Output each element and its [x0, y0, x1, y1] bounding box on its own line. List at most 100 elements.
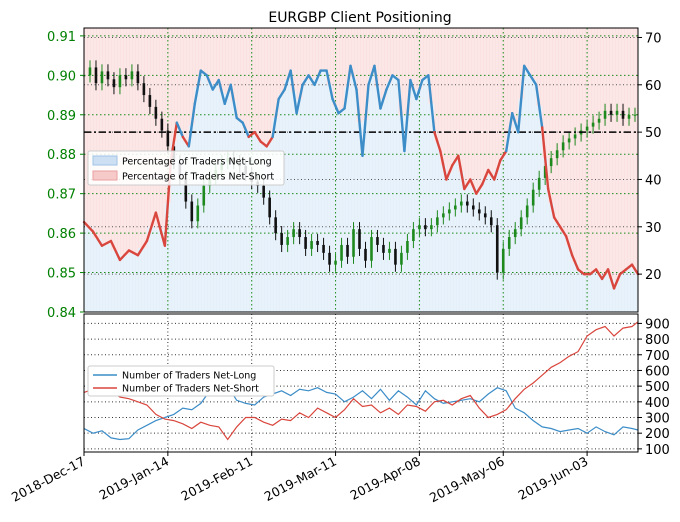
net-short-shade — [452, 28, 459, 161]
net-long-shade — [326, 84, 334, 312]
net-short-shade — [476, 28, 483, 189]
candle-body — [88, 67, 92, 76]
net-long-segment — [367, 64, 376, 87]
net-long-shade — [356, 122, 363, 313]
net-long-segment — [241, 121, 250, 139]
net-short-segment — [499, 149, 508, 162]
net-long-shade — [155, 229, 166, 312]
candle-body — [346, 244, 349, 257]
net-short-segment — [100, 239, 113, 247]
candle-body — [585, 126, 589, 131]
net-short-shade — [482, 28, 489, 178]
net-long-segment — [295, 83, 304, 115]
net-long-shade — [119, 255, 130, 312]
net-long-shade — [296, 99, 304, 312]
net-short-shade — [590, 28, 597, 272]
net-long-segment — [211, 78, 220, 91]
net-short-shade — [494, 28, 501, 170]
net-short-shade — [584, 28, 591, 275]
net-short-shade — [260, 28, 268, 144]
net-short-shade — [368, 28, 375, 76]
count-tick-label: 100 — [645, 443, 670, 458]
net-long-shade — [524, 70, 531, 312]
net-short-shade — [236, 28, 244, 121]
net-long-count-series — [83, 385, 639, 441]
net-long-segment — [235, 116, 244, 124]
candle-body — [310, 241, 313, 249]
candle-body — [454, 205, 457, 210]
date-tick-label: 2019-Jun-03 — [515, 453, 590, 502]
net-long-shade — [392, 77, 399, 312]
candle-body — [621, 110, 625, 119]
net-long-shade — [362, 120, 369, 312]
candle-body — [160, 118, 164, 131]
net-short-shade — [146, 28, 157, 227]
candle-body — [280, 233, 283, 245]
net-short-shade — [110, 28, 121, 251]
candle-body — [567, 138, 571, 143]
candle-body — [334, 260, 337, 265]
net-short-shade — [278, 28, 286, 95]
net-long-segment — [301, 74, 310, 87]
net-short-segment — [82, 220, 95, 233]
bottom-legend-box — [87, 365, 275, 397]
bottom-legend: Number of Traders Net-Long Number of Trad… — [87, 365, 275, 397]
net-short-shade — [332, 28, 340, 107]
net-short-shade — [518, 28, 525, 99]
candle-body — [262, 185, 265, 198]
net-long-shade — [602, 274, 609, 312]
net-long-segment — [517, 64, 526, 134]
percent-tick-label: 50 — [645, 126, 662, 141]
top-plot-frame — [83, 27, 639, 313]
net-short-shade — [230, 28, 238, 102]
candle-body — [603, 110, 607, 119]
price-tick-label: 0.89 — [47, 109, 76, 124]
net-long-shade — [284, 80, 292, 312]
candle-body — [448, 209, 451, 214]
net-short-shade — [410, 28, 417, 90]
date-tick-label: 2019-Mar-11 — [262, 453, 339, 504]
net-short-shade — [602, 28, 609, 275]
candle-body — [507, 237, 511, 249]
net-long-shade — [236, 120, 244, 312]
net-long-segment — [205, 74, 214, 91]
net-long-segment — [373, 64, 382, 110]
date-tick-label: 2018-Dec-17 — [9, 453, 88, 504]
candle-body — [304, 237, 307, 249]
net-short-shade — [242, 28, 250, 130]
net-long-percent-series — [82, 64, 640, 290]
candle-body — [274, 217, 277, 234]
net-long-shade — [410, 89, 417, 313]
net-short-segment — [259, 140, 268, 148]
net-long-segment — [523, 64, 532, 77]
net-short-segment — [487, 168, 496, 181]
net-long-shade — [464, 184, 471, 312]
percent-tick-label: 30 — [645, 221, 662, 236]
top-legend: Percentage of Traders Net-Long Percentage… — [87, 150, 285, 186]
net-long-segment — [223, 83, 232, 105]
top-legend-swatch — [92, 155, 118, 166]
net-short-shade — [536, 28, 543, 107]
net-long-shade — [302, 80, 310, 312]
count-tick-label: 300 — [645, 412, 670, 427]
net-long-segment — [325, 69, 334, 101]
chart-title: EURGBP Client Positioning — [268, 10, 451, 26]
count-tick-label: 800 — [645, 333, 670, 348]
candle-body — [489, 217, 493, 226]
net-short-shade — [398, 28, 405, 116]
candle-body — [298, 229, 301, 238]
net-short-segment — [606, 268, 616, 290]
net-long-shade — [110, 250, 121, 312]
candle-body — [370, 237, 373, 261]
net-short-shade — [416, 28, 423, 90]
net-short-segment — [493, 159, 502, 181]
candle-body — [495, 225, 499, 273]
net-long-segment — [427, 74, 436, 134]
net-short-shade — [338, 28, 346, 111]
net-long-shade — [224, 94, 232, 313]
candle-body — [483, 213, 487, 218]
net-long-shade — [422, 77, 429, 312]
net-short-shade — [218, 28, 226, 92]
net-short-shade — [440, 28, 447, 166]
net-long-segment — [313, 69, 322, 87]
